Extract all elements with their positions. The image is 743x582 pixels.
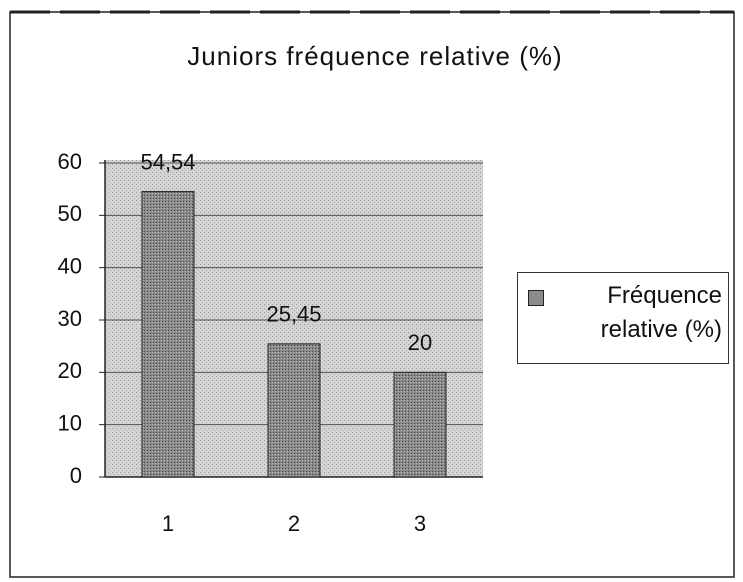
chart-title: Juniors fréquence relative (%) (187, 41, 562, 71)
y-tick-label: 10 (58, 410, 82, 435)
y-tick-label: 60 (58, 149, 82, 174)
y-tick-label: 30 (58, 306, 82, 331)
legend-label: Fréquence relative (%) (600, 282, 722, 343)
data-label: 54,54 (140, 149, 195, 174)
bar (267, 343, 321, 478)
legend: Fréquence relative (%) (517, 272, 729, 364)
legend-swatch (528, 290, 544, 306)
data-label: 25,45 (266, 302, 321, 327)
x-tick-label: 1 (162, 511, 174, 536)
x-tick-label: 2 (288, 511, 300, 536)
bar (393, 371, 447, 478)
y-tick-label: 0 (70, 463, 82, 488)
y-tick-label: 40 (58, 253, 82, 278)
bar (141, 191, 195, 478)
y-tick-label: 20 (58, 358, 82, 383)
x-tick-label: 3 (414, 511, 426, 536)
y-tick-label: 50 (58, 201, 82, 226)
data-label: 20 (408, 330, 432, 355)
